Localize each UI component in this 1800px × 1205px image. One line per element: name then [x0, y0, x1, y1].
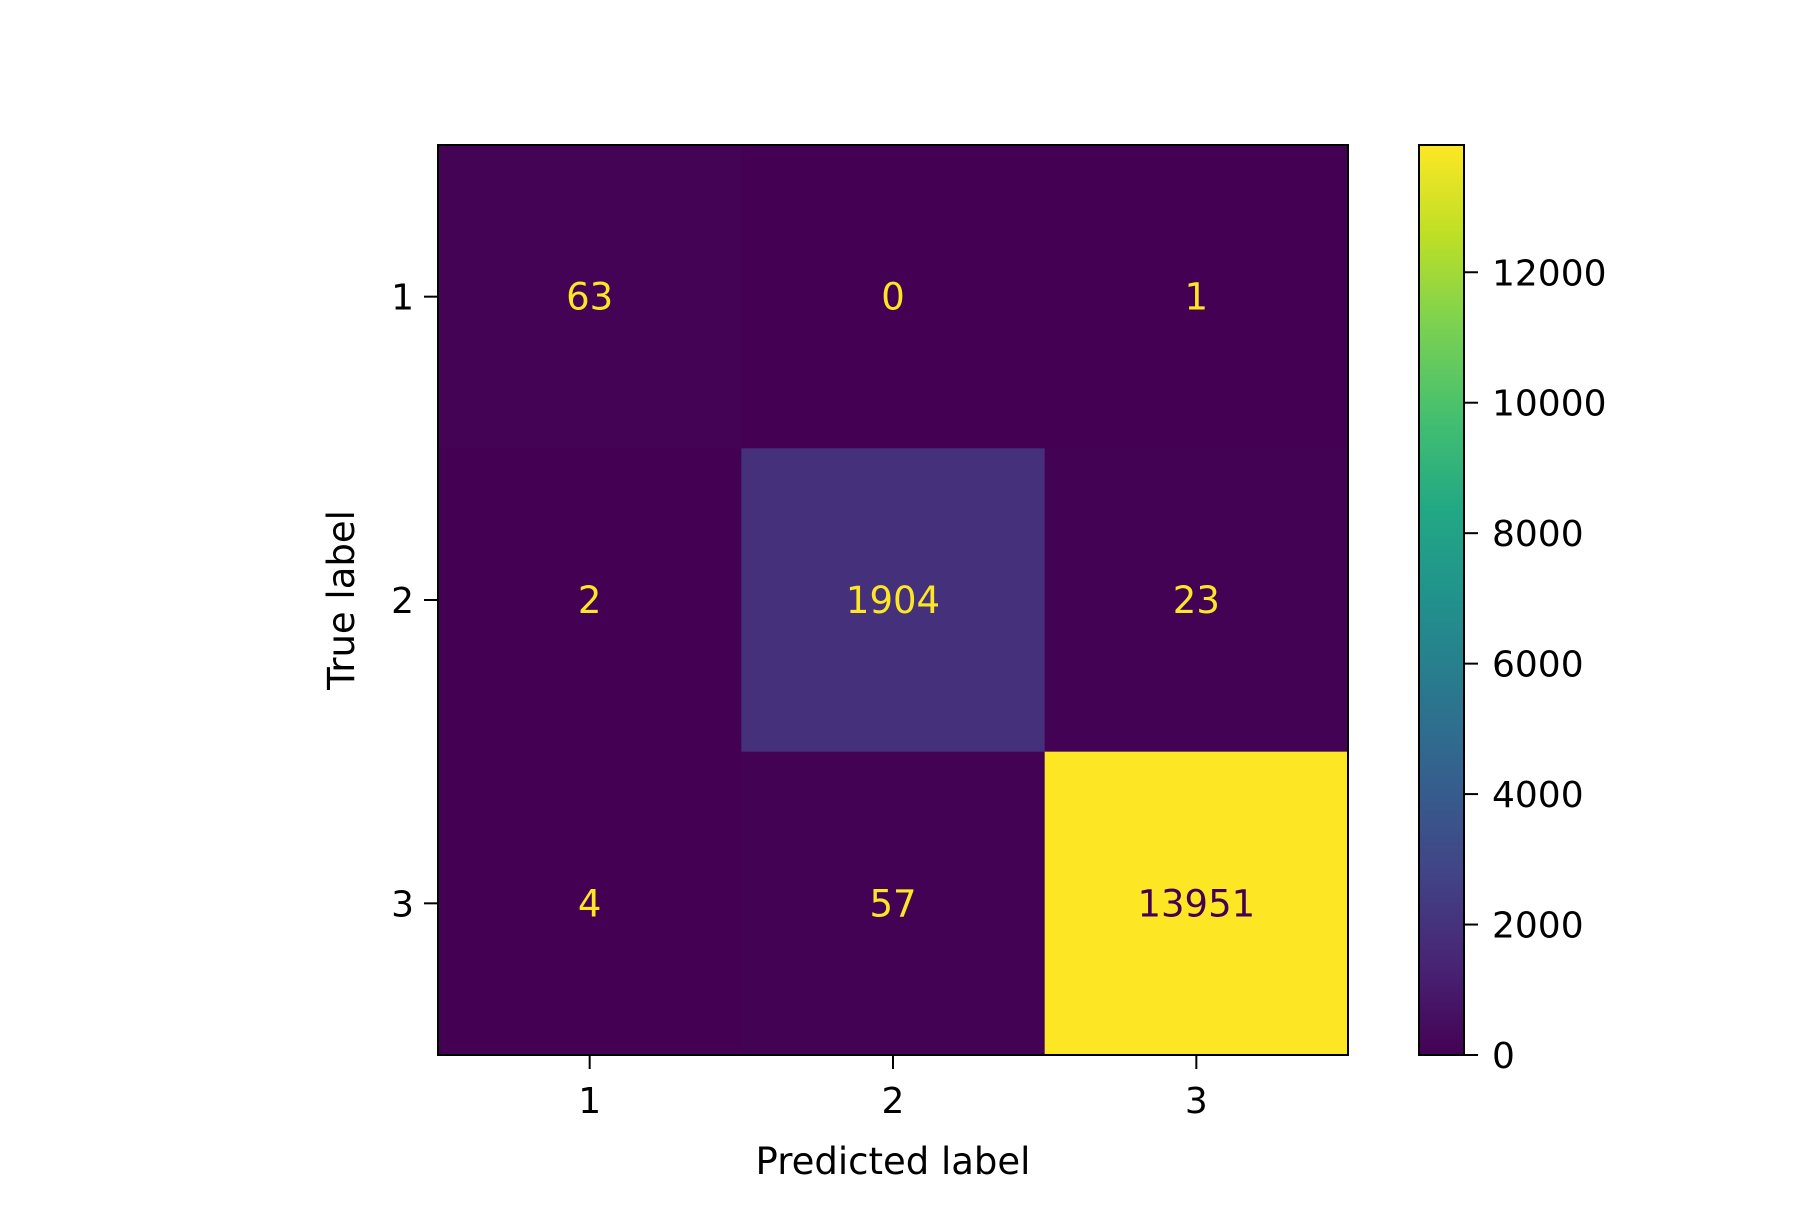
cell-value-label: 13951 — [1137, 882, 1255, 925]
cell-value-label: 63 — [566, 276, 613, 319]
colorbar-tick-label: 10000 — [1492, 384, 1607, 425]
heatmap-cell — [741, 751, 1046, 1056]
cell-value-label: 0 — [881, 276, 905, 319]
heatmap-cell — [1044, 145, 1349, 449]
y-tick-label: 1 — [391, 278, 414, 319]
x-axis-label: Predicted label — [756, 1140, 1031, 1183]
y-tick-label: 3 — [391, 884, 414, 925]
cell-value-label: 1904 — [846, 579, 940, 622]
cell-value-labels: 63 0 1 2 1904 23 4 57 13951 — [566, 276, 1255, 926]
heatmap-cell — [438, 751, 742, 1056]
colorbar-tick-label: 12000 — [1492, 253, 1607, 294]
cell-value-label: 4 — [578, 882, 602, 925]
colorbar-ticks: 0 2000 4000 6000 8000 10000 12000 — [1464, 253, 1607, 1077]
heatmap-cell — [741, 145, 1046, 449]
y-axis-label: True label — [320, 510, 363, 691]
colorbar — [1419, 145, 1464, 1055]
x-tick-label: 3 — [1185, 1081, 1208, 1122]
colorbar-tick-label: 0 — [1492, 1036, 1515, 1077]
x-tick-label: 2 — [882, 1081, 905, 1122]
cell-value-label: 2 — [578, 579, 602, 622]
y-tick-label: 2 — [391, 581, 414, 622]
colorbar-tick-label: 2000 — [1492, 906, 1584, 947]
heatmap-cell — [438, 448, 742, 753]
colorbar-frame — [1418, 144, 1465, 1056]
heatmap-cell — [741, 448, 1046, 753]
cell-value-label: 1 — [1185, 276, 1209, 319]
colorbar-tick-label: 8000 — [1492, 514, 1584, 555]
colorbar-tick-label: 4000 — [1492, 775, 1584, 816]
heatmap-cells — [438, 145, 1349, 1056]
y-axis-ticks: 1 2 3 — [391, 278, 438, 925]
cell-value-label: 57 — [869, 882, 916, 925]
heatmap-cell — [1044, 751, 1349, 1056]
x-axis-ticks: 1 2 3 — [578, 1055, 1208, 1122]
x-tick-label: 1 — [578, 1081, 601, 1122]
heatmap-cell — [438, 145, 742, 449]
heatmap-cell — [1044, 448, 1349, 753]
colorbar-tick-label: 6000 — [1492, 645, 1584, 686]
cell-value-label: 23 — [1173, 579, 1220, 622]
